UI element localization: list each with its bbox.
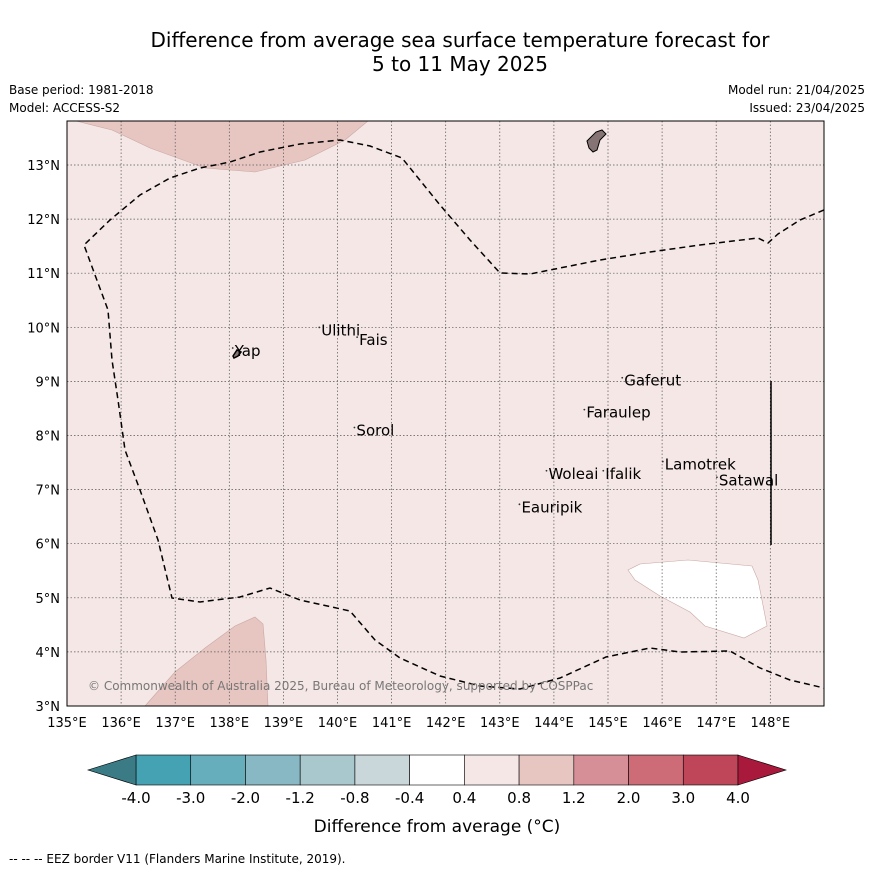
latitude-tick-labels: 3°N 4°N 5°N 6°N 7°N 8°N 9°N 10°N 11°N 12°N 13°N <box>27 159 60 715</box>
base-period: Base period: 1981-2018 <box>9 83 154 97</box>
latitude-tick-label: 5°N <box>36 592 61 607</box>
latitude-tick-label: 10°N <box>27 321 60 336</box>
copyright-notice: © Commonwealth of Australia 2025, Bureau… <box>88 679 593 693</box>
guam-island <box>586 129 607 153</box>
colorbar-tick-label: 4.0 <box>726 789 750 807</box>
yap-island <box>232 349 243 360</box>
place-marker <box>602 469 605 472</box>
place-label: Ulithi <box>321 321 360 339</box>
place-label: Faraulep <box>586 404 650 422</box>
longitude-tick-labels: 135°E 136°E 137°E 138°E 139°E 140°E 141°E 142°E… <box>47 716 790 731</box>
place-marker <box>621 376 624 379</box>
colorbar-tick-label: 0.4 <box>452 789 476 807</box>
colorbar <box>86 754 788 786</box>
place-marker <box>716 476 718 479</box>
longitude-tick-label: 147°E <box>696 716 736 731</box>
colorbar-tick-label: 3.0 <box>671 789 695 807</box>
place-marker <box>583 408 586 411</box>
warm-anomaly-region-north <box>75 121 369 173</box>
colorbar-segment <box>628 754 684 786</box>
eez-footnote: -- -- -- EEZ border V11 (Flanders Marine… <box>9 852 346 866</box>
place-label: Woleai <box>548 465 598 483</box>
longitude-tick-label: 138°E <box>210 716 250 731</box>
longitude-tick-label: 136°E <box>101 716 141 731</box>
colorbar-tick-label: 2.0 <box>617 789 641 807</box>
longitude-tick-label: 137°E <box>155 716 195 731</box>
latitude-tick-label: 11°N <box>27 267 60 282</box>
model-name: Model: ACCESS-S2 <box>9 101 121 115</box>
colorbar-segment <box>245 754 301 786</box>
eez-border-line <box>83 139 824 690</box>
title-line-1: Difference from average sea surface temp… <box>150 28 770 52</box>
colorbar-over-arrow <box>737 754 788 786</box>
meta-right: Model run: 21/04/2025 Issued: 23/04/2025 <box>728 81 865 117</box>
latitude-tick-label: 7°N <box>36 484 61 499</box>
issued-date: Issued: 23/04/2025 <box>749 101 865 115</box>
map-title: Difference from average sea surface temp… <box>60 28 860 76</box>
longitude-tick-label: 141°E <box>372 716 412 731</box>
latitude-tick-label: 9°N <box>36 375 61 390</box>
place-label: Gaferut <box>624 372 681 390</box>
place-label: Fais <box>359 331 388 349</box>
colorbar-tick-label: -3.0 <box>176 789 205 807</box>
colorbar-tick-label: 0.8 <box>507 789 531 807</box>
meta-left: Base period: 1981-2018 Model: ACCESS-S2 <box>9 81 154 117</box>
colorbar-under-arrow <box>86 754 137 786</box>
longitude-tick-label: 142°E <box>426 716 466 731</box>
place-label: Ifalik <box>605 465 641 483</box>
place-marker <box>661 460 664 463</box>
place-marker <box>231 347 234 349</box>
colorbar-tick-label: -2.0 <box>231 789 260 807</box>
latitude-tick-label: 8°N <box>36 430 61 445</box>
warm-anomaly-region-south <box>144 616 269 706</box>
colorbar-segment <box>354 754 410 786</box>
longitude-tick-label: 144°E <box>534 716 574 731</box>
place-marker <box>318 326 321 329</box>
place-label: Satawal <box>719 471 778 489</box>
colorbar-label: Difference from average (°C) <box>314 817 561 837</box>
latitude-tick-label: 13°N <box>27 159 60 174</box>
longitude-tick-label: 140°E <box>318 716 358 731</box>
longitude-tick-label: 143°E <box>480 716 520 731</box>
place-label: Sorol <box>356 422 394 440</box>
place-marker <box>545 469 548 472</box>
place-marker <box>518 503 521 506</box>
place-label: Eauripik <box>521 498 582 516</box>
longitude-tick-label: 135°E <box>47 716 87 731</box>
latitude-tick-label: 6°N <box>36 538 61 553</box>
colorbar-segment <box>682 754 739 786</box>
colorbar-tick-label: -4.0 <box>121 789 150 807</box>
colorbar-segment <box>573 754 629 786</box>
colorbar-segment <box>409 754 465 786</box>
colorbar-segment <box>299 754 356 786</box>
longitude-tick-label: 145°E <box>588 716 628 731</box>
latitude-tick-label: 3°N <box>36 700 61 715</box>
no-data-region <box>627 559 768 639</box>
colorbar-tick-labels: -4.0 -3.0 -2.0 -1.2 -0.8 -0.4 0.4 0.8 1.2 2.0 3.0 4… <box>121 789 750 807</box>
colorbar-segment <box>518 754 575 786</box>
gridlines <box>67 121 824 706</box>
place-marker <box>353 426 356 429</box>
colorbar-tick-label: 1.2 <box>562 789 586 807</box>
colorbar-segment <box>464 754 520 786</box>
colorbar-tick-label: -1.2 <box>286 789 315 807</box>
colorbar-segment <box>135 754 192 786</box>
longitude-tick-label: 146°E <box>642 716 682 731</box>
place-label: Yap <box>234 342 261 360</box>
model-run: Model run: 21/04/2025 <box>727 83 865 97</box>
map-frame <box>66 120 825 707</box>
latitude-tick-label: 4°N <box>36 646 61 661</box>
latitude-tick-label: 12°N <box>27 213 60 228</box>
colorbar-segment <box>190 754 246 786</box>
title-line-2: 5 to 11 May 2025 <box>372 52 548 76</box>
longitude-tick-label: 148°E <box>751 716 791 731</box>
longitude-tick-label: 139°E <box>264 716 304 731</box>
colorbar-tick-label: -0.4 <box>395 789 424 807</box>
place-label: Lamotrek <box>665 456 736 474</box>
place-marker <box>356 336 359 339</box>
colorbar-tick-label: -0.8 <box>340 789 369 807</box>
